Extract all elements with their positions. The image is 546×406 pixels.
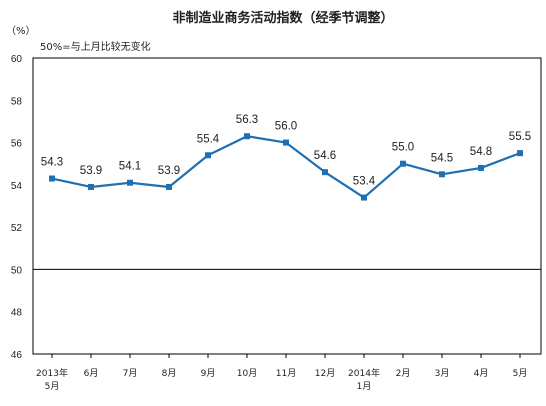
data-label: 55.4	[197, 133, 220, 145]
data-label: 53.9	[80, 165, 102, 177]
data-point	[205, 152, 211, 159]
x-axis-ticks: 2013年 5月 6月 7月 8月 9月 10月 11月 12月 2014年 1月 2月 3月 4月 5月	[36, 354, 527, 392]
x-tick-label: 12月	[315, 368, 335, 379]
y-tick-label: 56	[11, 139, 23, 150]
chart-note: 50%=与上月比较无变化	[40, 40, 151, 53]
series-points	[49, 133, 523, 201]
x-tick-label: 10月	[237, 368, 257, 379]
y-tick-label: 46	[11, 350, 23, 361]
data-label: 53.9	[158, 165, 180, 177]
data-point	[88, 183, 94, 190]
data-label: 54.3	[41, 157, 63, 169]
data-point	[478, 164, 484, 171]
data-label: 56.3	[236, 114, 258, 126]
x-tick-label: 4月	[474, 368, 489, 379]
y-tick-label: 48	[11, 308, 23, 319]
y-tick-label: 54	[11, 181, 23, 192]
y-tick-label: 60	[11, 54, 23, 65]
chart-title: 非制造业商务活动指数（经季节调整）	[172, 10, 393, 26]
x-tick-label: 5月	[513, 368, 528, 379]
data-point	[166, 183, 172, 190]
y-tick-label: 52	[11, 223, 23, 234]
data-label: 54.5	[431, 152, 453, 164]
data-point	[517, 150, 523, 157]
x-tick-label: 7月	[123, 368, 138, 379]
data-point	[127, 179, 133, 186]
data-label: 55.5	[509, 131, 531, 143]
data-point	[439, 171, 445, 178]
data-label: 56.0	[275, 121, 297, 133]
data-point	[244, 133, 250, 140]
plot-frame	[32, 57, 542, 355]
data-labels: 54.3 53.9 54.1 53.9 55.4 56.3 56.0 54.6 53.4 55.0…	[41, 114, 531, 187]
data-label: 55.0	[392, 142, 414, 154]
data-label: 54.1	[119, 161, 141, 173]
data-point	[283, 139, 289, 146]
x-tick-label: 2013年 5月	[36, 367, 68, 392]
data-label: 53.4	[353, 176, 376, 188]
data-point	[400, 160, 406, 167]
data-point	[322, 169, 328, 176]
data-label: 54.8	[470, 146, 492, 158]
x-tick-label: 3月	[435, 368, 450, 379]
data-point	[361, 194, 367, 201]
x-tick-label: 2014年 1月	[348, 367, 380, 392]
x-tick-label: 6月	[84, 368, 99, 379]
data-label: 54.6	[314, 150, 336, 162]
y-axis-ticks: 46 48 50 52 54 56 58 60	[11, 54, 23, 361]
x-tick-label: 2月	[396, 368, 411, 379]
y-axis-unit: （%）	[6, 25, 36, 37]
x-tick-label: 11月	[276, 368, 296, 379]
x-tick-label: 9月	[201, 368, 216, 379]
x-tick-label: 8月	[162, 368, 177, 379]
y-tick-label: 50	[11, 265, 23, 276]
y-tick-label: 58	[11, 96, 23, 107]
data-point	[49, 175, 55, 182]
